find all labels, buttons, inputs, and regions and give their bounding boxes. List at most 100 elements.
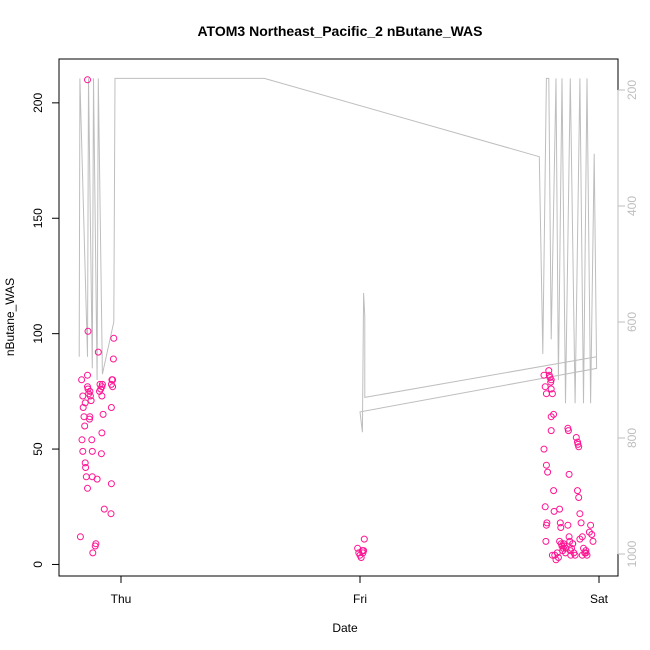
data-point bbox=[79, 447, 87, 455]
data-point bbox=[94, 348, 102, 356]
data-point bbox=[93, 475, 101, 483]
data-point bbox=[578, 551, 586, 559]
data-point bbox=[360, 535, 368, 543]
y-tick-label-100: 100 bbox=[31, 323, 45, 343]
data-point bbox=[107, 404, 115, 411]
data-point bbox=[78, 376, 86, 384]
data-point bbox=[565, 533, 573, 541]
data-point bbox=[540, 445, 548, 453]
data-point bbox=[585, 528, 593, 536]
y-tick-label-50: 50 bbox=[31, 442, 45, 456]
data-point bbox=[107, 480, 115, 488]
data-point bbox=[88, 447, 96, 455]
data-point bbox=[86, 413, 94, 421]
data-point bbox=[554, 554, 562, 561]
data-point bbox=[542, 537, 550, 545]
data-point bbox=[575, 443, 583, 451]
y-tick-label-150: 150 bbox=[31, 208, 45, 228]
right-axis-line-series bbox=[78, 77, 598, 433]
right-tick-label-200: 200 bbox=[625, 80, 639, 100]
data-point bbox=[548, 390, 556, 398]
line-series bbox=[78, 77, 598, 433]
data-point bbox=[564, 521, 572, 529]
data-point bbox=[81, 422, 89, 430]
data-point bbox=[588, 531, 596, 538]
x-tick-label-Fri: Fri bbox=[353, 592, 367, 606]
data-point bbox=[575, 494, 583, 501]
data-point bbox=[81, 399, 89, 407]
data-point bbox=[109, 383, 117, 391]
data-point bbox=[551, 551, 559, 559]
data-point bbox=[582, 547, 590, 555]
data-point bbox=[565, 470, 573, 478]
y-axis-label: nButane_WAS bbox=[3, 278, 17, 356]
data-point bbox=[82, 464, 90, 471]
data-point bbox=[98, 392, 106, 400]
data-point bbox=[82, 473, 90, 481]
data-point bbox=[547, 427, 555, 435]
data-point bbox=[84, 371, 91, 379]
x-tick-label-Thu: Thu bbox=[111, 592, 132, 606]
data-point bbox=[589, 537, 597, 545]
data-point bbox=[542, 390, 550, 398]
data-point bbox=[88, 436, 96, 444]
data-point bbox=[569, 540, 577, 548]
data-point bbox=[109, 355, 117, 363]
data-point bbox=[544, 468, 552, 476]
data-point bbox=[84, 484, 91, 492]
data-point bbox=[541, 503, 549, 511]
right-tick-label-1000: 1000 bbox=[625, 540, 639, 567]
data-point bbox=[571, 551, 579, 559]
data-point bbox=[564, 427, 572, 435]
data-point bbox=[81, 459, 89, 467]
y-tick-label-200: 200 bbox=[31, 93, 45, 113]
data-point bbox=[86, 415, 93, 423]
data-point bbox=[587, 521, 595, 529]
data-point bbox=[97, 450, 105, 458]
data-point bbox=[107, 510, 115, 518]
data-point bbox=[89, 549, 97, 557]
y-axis-right: 200 400 600 800 1000 bbox=[617, 80, 639, 567]
data-point bbox=[84, 327, 92, 335]
data-point bbox=[547, 413, 555, 421]
right-tick-label-400: 400 bbox=[625, 196, 639, 216]
data-point bbox=[556, 505, 564, 513]
right-tick-label-800: 800 bbox=[625, 428, 639, 448]
data-point bbox=[100, 505, 108, 513]
data-point bbox=[87, 397, 95, 405]
data-point bbox=[541, 383, 549, 391]
data-point bbox=[572, 434, 580, 441]
data-point bbox=[542, 461, 550, 469]
data-point bbox=[91, 542, 99, 550]
data-point bbox=[578, 533, 586, 541]
data-point bbox=[547, 378, 555, 386]
point-series bbox=[76, 76, 597, 564]
data-point bbox=[576, 535, 584, 543]
data-point bbox=[574, 487, 581, 495]
data-point bbox=[545, 367, 553, 375]
data-point bbox=[576, 510, 584, 518]
data-point bbox=[84, 76, 91, 84]
data-point bbox=[577, 519, 585, 527]
y-tick-label-0: 0 bbox=[31, 561, 45, 568]
data-point bbox=[360, 547, 368, 555]
data-point bbox=[78, 436, 86, 444]
x-axis: Thu Fri Sat bbox=[111, 575, 609, 606]
data-point bbox=[108, 376, 116, 384]
data-point bbox=[542, 521, 550, 529]
data-point bbox=[540, 371, 548, 379]
plot-frame bbox=[58, 58, 619, 577]
right-tick-label-600: 600 bbox=[625, 312, 639, 332]
data-point bbox=[357, 554, 365, 561]
y-axis-left: 0 50 100 150 200 bbox=[31, 93, 60, 568]
data-point bbox=[550, 487, 558, 495]
x-axis-label: Date bbox=[332, 621, 358, 635]
x-tick-label-Sat: Sat bbox=[590, 592, 609, 606]
data-point bbox=[556, 519, 564, 527]
data-point bbox=[550, 410, 558, 418]
data-point bbox=[552, 556, 560, 564]
data-point bbox=[79, 404, 87, 411]
data-point bbox=[98, 380, 106, 388]
data-point bbox=[547, 385, 555, 393]
